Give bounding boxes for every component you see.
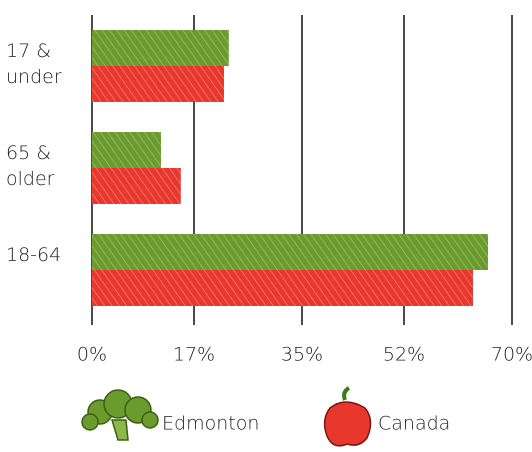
bar-hatch [92, 168, 181, 204]
y-tick-label: 65 & older [6, 142, 55, 190]
bar-hatch [92, 132, 161, 168]
bar-hatch [92, 270, 473, 306]
bar-hatch [92, 66, 224, 102]
bar-hatch [92, 30, 229, 66]
pepper-icon [323, 386, 372, 447]
legend-label: Edmonton [162, 413, 259, 435]
bar-hatch [92, 234, 488, 270]
x-tick-label: 35% [281, 344, 323, 366]
legend-label: Canada [378, 413, 450, 435]
y-tick-label: 18-64 [6, 244, 62, 266]
x-tick-label: 0% [77, 344, 107, 366]
x-tick-label: 70% [491, 344, 532, 366]
broccoli-icon [81, 389, 159, 441]
x-tick-label: 52% [383, 344, 425, 366]
y-tick-label: 17 & under [6, 40, 62, 88]
x-tick-label: 17% [173, 344, 215, 366]
